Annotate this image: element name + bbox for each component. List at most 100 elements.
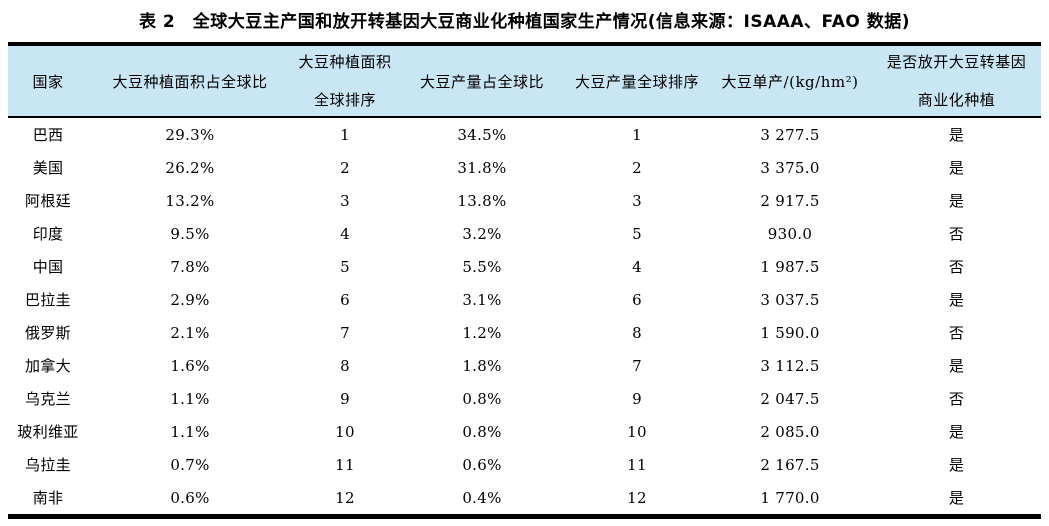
cell-production-rank: 10 <box>627 422 647 441</box>
cell-gm-commercialized: 否 <box>948 225 965 243</box>
cell-production-rank: 4 <box>632 257 642 276</box>
col-header-label: 国家 <box>32 72 64 91</box>
cell-yield: 2 085.0 <box>760 422 820 441</box>
col-header-gm-commercialized: 是否放开大豆转基因 商业化种植 <box>872 44 1041 118</box>
cell-gm-commercialized: 是 <box>948 126 965 144</box>
cell-area-rank: 5 <box>340 257 350 276</box>
cell-country: 巴拉圭 <box>25 291 71 309</box>
cell-production-share: 0.8% <box>462 422 502 441</box>
col-header-area-share: 大豆种植面积占全球比 <box>88 44 292 118</box>
cell-area-share: 26.2% <box>165 158 215 177</box>
cell-area-rank: 7 <box>340 323 350 342</box>
table-row: 阿根廷 13.2% 3 13.8% 3 2 917.5 是 <box>8 184 1041 217</box>
col-header-yield: 大豆单产/(kg/hm²) <box>708 44 872 118</box>
cell-gm-commercialized: 是 <box>948 423 965 441</box>
cell-production-share: 1.2% <box>462 323 502 342</box>
cell-country: 美国 <box>32 159 64 177</box>
cell-area-rank: 11 <box>335 455 355 474</box>
cell-area-share: 29.3% <box>165 125 215 144</box>
table-row: 美国 26.2% 2 31.8% 2 3 375.0 是 <box>8 151 1041 184</box>
table-row: 俄罗斯 2.1% 7 1.2% 8 1 590.0 否 <box>8 316 1041 349</box>
table-row: 加拿大 1.6% 8 1.8% 7 3 112.5 是 <box>8 349 1041 382</box>
cell-yield: 3 277.5 <box>760 125 820 144</box>
table-row: 玻利维亚 1.1% 10 0.8% 10 2 085.0 是 <box>8 415 1041 448</box>
cell-gm-commercialized: 否 <box>948 258 965 276</box>
cell-country: 印度 <box>32 225 64 243</box>
cell-country: 乌拉圭 <box>25 456 71 474</box>
cell-production-share: 5.5% <box>462 257 502 276</box>
cell-area-share: 2.1% <box>170 323 210 342</box>
cell-area-rank: 12 <box>335 488 355 507</box>
cell-gm-commercialized: 是 <box>948 159 965 177</box>
cell-area-share: 0.7% <box>170 455 210 474</box>
cell-country: 巴西 <box>32 126 64 144</box>
cell-yield: 2 167.5 <box>760 455 820 474</box>
table-row: 巴西 29.3% 1 34.5% 1 3 277.5 是 <box>8 117 1041 151</box>
cell-yield: 930.0 <box>767 224 813 243</box>
header-row: 国家 大豆种植面积占全球比 大豆种植面积 全球排序 大豆产量占全球比 大豆产量全… <box>8 44 1041 118</box>
cell-production-rank: 11 <box>627 455 647 474</box>
cell-production-share: 3.1% <box>462 290 502 309</box>
cell-area-share: 7.8% <box>170 257 210 276</box>
col-header-label-line2: 商业化种植 <box>917 91 996 109</box>
col-header-label-line2: 全球排序 <box>313 91 376 109</box>
cell-yield: 2 047.5 <box>760 389 820 408</box>
col-header-stack: 大豆种植面积 全球排序 <box>292 46 398 116</box>
cell-area-share: 1.1% <box>170 389 210 408</box>
cell-gm-commercialized: 是 <box>948 489 965 507</box>
cell-yield: 3 037.5 <box>760 290 820 309</box>
soybean-production-table: 国家 大豆种植面积占全球比 大豆种植面积 全球排序 大豆产量占全球比 大豆产量全… <box>8 42 1041 519</box>
table-row: 巴拉圭 2.9% 6 3.1% 6 3 037.5 是 <box>8 283 1041 316</box>
col-header-label: 大豆种植面积占全球比 <box>112 72 268 91</box>
cell-country: 南非 <box>32 489 64 507</box>
cell-production-share: 3.2% <box>462 224 502 243</box>
cell-production-share: 1.8% <box>462 356 502 375</box>
cell-production-rank: 5 <box>632 224 642 243</box>
cell-area-rank: 4 <box>340 224 350 243</box>
cell-production-rank: 1 <box>632 125 642 144</box>
cell-area-rank: 8 <box>340 356 350 375</box>
cell-production-rank: 6 <box>632 290 642 309</box>
table-row: 南非 0.6% 12 0.4% 12 1 770.0 是 <box>8 481 1041 517</box>
cell-production-share: 34.5% <box>457 125 507 144</box>
cell-area-share: 0.6% <box>170 488 210 507</box>
cell-production-share: 0.6% <box>462 455 502 474</box>
table-row: 乌拉圭 0.7% 11 0.6% 11 2 167.5 是 <box>8 448 1041 481</box>
col-header-label: 大豆产量占全球比 <box>419 72 544 91</box>
cell-gm-commercialized: 否 <box>948 390 965 408</box>
table-body: 巴西 29.3% 1 34.5% 1 3 277.5 是美国 26.2% 2 31.8% 2 3 37… <box>8 117 1041 517</box>
cell-gm-commercialized: 是 <box>948 192 965 210</box>
cell-area-rank: 3 <box>340 191 350 210</box>
col-header-label: 大豆单产/(kg/hm²) <box>721 72 859 91</box>
cell-area-share: 13.2% <box>165 191 215 210</box>
cell-production-rank: 12 <box>627 488 647 507</box>
cell-country: 俄罗斯 <box>25 324 71 342</box>
cell-area-rank: 2 <box>340 158 350 177</box>
cell-area-share: 1.6% <box>170 356 210 375</box>
cell-country: 乌克兰 <box>25 390 71 408</box>
table-title: 表 2 全球大豆主产国和放开转基因大豆商业化种植国家生产情况(信息来源：ISAA… <box>138 12 910 32</box>
col-header-country: 国家 <box>8 44 88 118</box>
cell-yield: 3 375.0 <box>760 158 820 177</box>
cell-area-share: 9.5% <box>170 224 210 243</box>
col-header-stack: 是否放开大豆转基因 商业化种植 <box>872 46 1041 116</box>
cell-production-share: 31.8% <box>457 158 507 177</box>
cell-production-share: 0.8% <box>462 389 502 408</box>
col-header-area-rank: 大豆种植面积 全球排序 <box>292 44 398 118</box>
cell-production-share: 0.4% <box>462 488 502 507</box>
cell-yield: 1 987.5 <box>760 257 820 276</box>
cell-country: 阿根廷 <box>25 192 71 210</box>
col-header-production-rank: 大豆产量全球排序 <box>566 44 708 118</box>
cell-area-share: 2.9% <box>170 290 210 309</box>
cell-production-rank: 3 <box>632 191 642 210</box>
cell-area-rank: 10 <box>335 422 355 441</box>
table-row: 中国 7.8% 5 5.5% 4 1 987.5 否 <box>8 250 1041 283</box>
cell-production-share: 13.8% <box>457 191 507 210</box>
cell-production-rank: 8 <box>632 323 642 342</box>
table-header: 国家 大豆种植面积占全球比 大豆种植面积 全球排序 大豆产量占全球比 大豆产量全… <box>8 44 1041 118</box>
cell-country: 中国 <box>32 258 64 276</box>
cell-gm-commercialized: 是 <box>948 291 965 309</box>
cell-area-rank: 6 <box>340 290 350 309</box>
cell-production-rank: 7 <box>632 356 642 375</box>
